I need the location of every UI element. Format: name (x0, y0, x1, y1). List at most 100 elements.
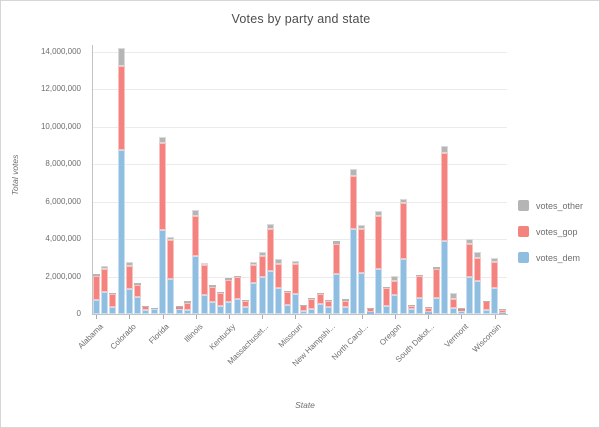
bar-segment-votes_dem[interactable] (449, 308, 457, 314)
bar-segment-votes_dem[interactable] (208, 301, 216, 314)
bar-segment-votes_gop[interactable] (150, 308, 158, 309)
bar-segment-votes_other[interactable] (499, 309, 507, 310)
bar-segment-votes_gop[interactable] (416, 276, 424, 298)
bar-segment-votes_gop[interactable] (275, 263, 283, 289)
bar-segment-votes_gop[interactable] (250, 264, 258, 283)
bar-segment-votes_dem[interactable] (308, 308, 316, 314)
bar-segment-votes_gop[interactable] (441, 153, 449, 242)
bar-segment-votes_other[interactable] (449, 292, 457, 299)
bar-segment-votes_other[interactable] (283, 291, 291, 292)
bar-segment-votes_other[interactable] (192, 210, 200, 216)
bar-segment-votes_gop[interactable] (100, 268, 108, 293)
bar-segment-votes_dem[interactable] (366, 312, 374, 314)
bar-segment-votes_dem[interactable] (109, 306, 117, 314)
bar-segment-votes_gop[interactable] (449, 298, 457, 309)
bar-segment-votes_dem[interactable] (358, 272, 366, 314)
bar-segment-votes_gop[interactable] (432, 269, 440, 298)
bar-segment-votes_dem[interactable] (424, 311, 432, 314)
bar-segment-votes_dem[interactable] (499, 312, 507, 314)
bar-segment-votes_other[interactable] (125, 261, 133, 267)
bar-segment-votes_gop[interactable] (134, 284, 142, 298)
bar-segment-votes_gop[interactable] (242, 301, 250, 308)
bar-segment-votes_dem[interactable] (258, 276, 266, 314)
bar-segment-votes_dem[interactable] (242, 307, 250, 314)
bar-segment-votes_dem[interactable] (233, 299, 241, 314)
bar-segment-votes_dem[interactable] (200, 294, 208, 314)
bar-segment-votes_other[interactable] (333, 241, 341, 244)
bar-segment-votes_other[interactable] (457, 308, 465, 309)
bar-segment-votes_dem[interactable] (266, 271, 274, 314)
bar-segment-votes_dem[interactable] (325, 307, 333, 314)
bar-segment-votes_other[interactable] (117, 48, 125, 66)
bar-segment-votes_gop[interactable] (374, 215, 382, 270)
bar-segment-votes_other[interactable] (491, 258, 499, 262)
bar-segment-votes_other[interactable] (341, 299, 349, 301)
bar-segment-votes_other[interactable] (399, 199, 407, 204)
bar-segment-votes_other[interactable] (134, 283, 142, 285)
bar-segment-votes_other[interactable] (383, 286, 391, 289)
bar-segment-votes_gop[interactable] (349, 175, 357, 229)
legend-item-votes_dem[interactable]: votes_dem (518, 252, 583, 263)
bar-segment-votes_gop[interactable] (258, 256, 266, 277)
bar-segment-votes_other[interactable] (275, 258, 283, 264)
bar-segment-votes_dem[interactable] (391, 295, 399, 314)
bar-segment-votes_gop[interactable] (491, 261, 499, 289)
bar-segment-votes_gop[interactable] (167, 239, 175, 279)
bar-segment-votes_dem[interactable] (283, 304, 291, 314)
bar-segment-votes_other[interactable] (250, 261, 258, 265)
bar-segment-votes_gop[interactable] (125, 266, 133, 289)
bar-segment-votes_gop[interactable] (366, 308, 374, 313)
bar-segment-votes_dem[interactable] (225, 302, 233, 314)
bar-segment-votes_dem[interactable] (474, 281, 482, 314)
bar-segment-votes_dem[interactable] (250, 282, 258, 314)
bar-segment-votes_gop[interactable] (457, 308, 465, 311)
bar-segment-votes_dem[interactable] (300, 310, 308, 314)
bar-segment-votes_dem[interactable] (416, 297, 424, 314)
bar-segment-votes_other[interactable] (300, 304, 308, 306)
bar-segment-votes_gop[interactable] (225, 279, 233, 303)
bar-segment-votes_other[interactable] (233, 275, 241, 278)
bar-segment-votes_other[interactable] (408, 305, 416, 306)
bar-segment-votes_gop[interactable] (466, 243, 474, 277)
bar-segment-votes_gop[interactable] (92, 275, 100, 301)
legend-item-votes_gop[interactable]: votes_gop (518, 226, 583, 237)
bar-segment-votes_dem[interactable] (167, 278, 175, 314)
bar-segment-votes_gop[interactable] (341, 300, 349, 307)
bar-segment-votes_gop[interactable] (474, 258, 482, 282)
bar-segment-votes_dem[interactable] (466, 276, 474, 314)
bar-segment-votes_gop[interactable] (308, 299, 316, 309)
bar-segment-votes_dem[interactable] (333, 273, 341, 314)
bar-segment-votes_dem[interactable] (457, 310, 465, 314)
bar-segment-votes_gop[interactable] (358, 228, 366, 273)
bar-segment-votes_dem[interactable] (432, 297, 440, 314)
bar-segment-votes_dem[interactable] (192, 256, 200, 314)
bar-segment-votes_dem[interactable] (125, 288, 133, 314)
legend-item-votes_other[interactable]: votes_other (518, 200, 583, 211)
bar-segment-votes_other[interactable] (466, 239, 474, 244)
bar-segment-votes_gop[interactable] (233, 277, 241, 300)
bar-segment-votes_other[interactable] (474, 251, 482, 259)
bar-segment-votes_other[interactable] (308, 298, 316, 300)
bar-segment-votes_dem[interactable] (399, 259, 407, 314)
bar-segment-votes_gop[interactable] (408, 305, 416, 310)
bar-segment-votes_gop[interactable] (117, 65, 125, 150)
bar-segment-votes_dem[interactable] (408, 309, 416, 314)
bar-segment-votes_dem[interactable] (441, 241, 449, 314)
bar-segment-votes_gop[interactable] (283, 291, 291, 305)
bar-segment-votes_dem[interactable] (341, 306, 349, 314)
bar-segment-votes_dem[interactable] (134, 297, 142, 314)
bar-segment-votes_dem[interactable] (316, 303, 324, 314)
bar-segment-votes_dem[interactable] (117, 149, 125, 314)
bar-segment-votes_other[interactable] (432, 266, 440, 270)
bar-segment-votes_gop[interactable] (208, 286, 216, 302)
bar-segment-votes_gop[interactable] (183, 302, 191, 311)
bar-segment-votes_gop[interactable] (424, 307, 432, 312)
bar-segment-votes_dem[interactable] (374, 269, 382, 314)
bar-segment-votes_dem[interactable] (183, 310, 191, 314)
bar-segment-votes_dem[interactable] (482, 310, 490, 314)
bar-segment-votes_other[interactable] (416, 274, 424, 277)
bar-segment-votes_gop[interactable] (300, 305, 308, 311)
bar-segment-votes_gop[interactable] (499, 309, 507, 313)
bar-segment-votes_other[interactable] (291, 261, 299, 264)
bar-segment-votes_gop[interactable] (482, 301, 490, 311)
